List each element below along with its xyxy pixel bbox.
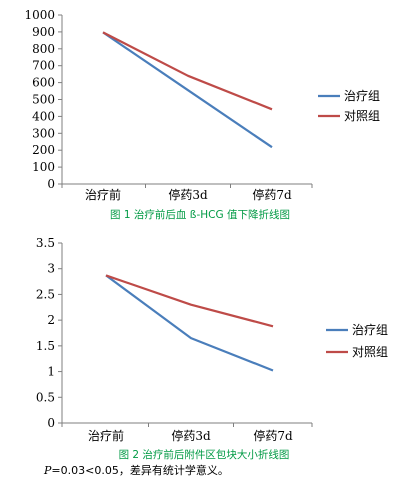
y-tick-label: 1.5 [36, 339, 55, 353]
x-tick-label: 停药3d [171, 428, 211, 443]
y-tick-label: 500 [32, 93, 55, 107]
series-line-control [102, 31, 273, 111]
footnote-text: =0.03<0.05，差异有统计学意义。 [51, 464, 229, 477]
legend-label: 对照组 [352, 345, 388, 359]
y-tick-label: 200 [32, 143, 55, 157]
y-tick-label: 0 [47, 177, 55, 191]
y-tick-label: 1 [47, 365, 55, 379]
y-tick-label: 400 [32, 109, 55, 123]
figure-caption: 图 1 治疗前后血 ß-HCG 值下降折线图 [110, 208, 290, 221]
figure-caption: 图 2 治疗前后附件区包块大小折线图 [119, 448, 290, 461]
y-tick-label: 900 [32, 25, 55, 39]
y-tick-label: 700 [32, 59, 55, 73]
legend-label: 对照组 [344, 109, 380, 123]
y-tick-label: 3 [47, 262, 55, 276]
x-tick-label: 停药3d [168, 187, 208, 202]
y-tick-label: 1000 [24, 8, 55, 22]
p-value-symbol: P [44, 464, 52, 477]
y-tick-label: 2 [47, 313, 55, 327]
series-line-control [105, 274, 274, 328]
y-tick-label: 3.5 [36, 236, 55, 250]
x-tick-label: 停药7d [252, 187, 292, 202]
legend-label: 治疗组 [352, 323, 388, 337]
legend-label: 治疗组 [344, 89, 380, 103]
chart-1: 0 100 200 300 400 500 600 700 800 900 1000 治疗前 停药3d 停… [24, 8, 380, 221]
significance-footnote: P=0.03<0.05，差异有统计学意义。 [44, 462, 229, 478]
y-tick-label: 800 [32, 42, 55, 56]
x-tick-label: 治疗前 [88, 428, 124, 443]
y-tick-label: 600 [32, 76, 55, 90]
y-tick-label: 100 [32, 160, 55, 174]
y-tick-label: 2.5 [36, 287, 55, 301]
y-tick-label: 0 [47, 416, 55, 430]
x-tick-label: 治疗前 [85, 187, 121, 202]
y-tick-label: 300 [32, 126, 55, 140]
series-line-treatment [105, 274, 274, 372]
x-tick-label: 停药7d [253, 428, 293, 443]
series-line-treatment [102, 31, 273, 149]
y-tick-label: 0.5 [36, 390, 55, 404]
